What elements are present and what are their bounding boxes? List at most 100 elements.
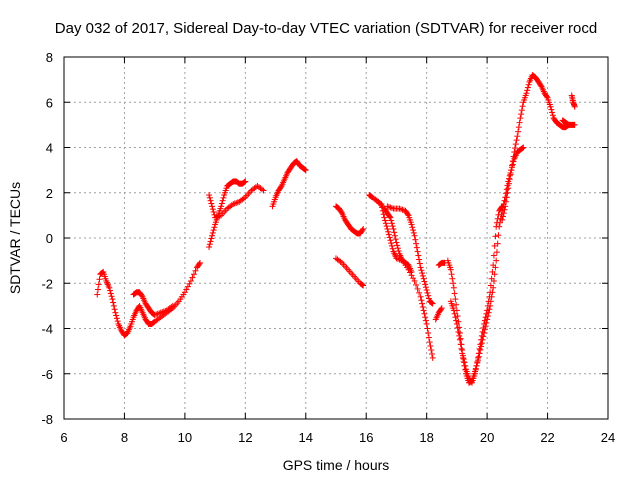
data-point-marker xyxy=(209,229,216,236)
data-point-marker xyxy=(110,299,117,306)
data-point-marker xyxy=(478,343,485,350)
data-point-marker xyxy=(457,341,464,348)
data-point-marker xyxy=(477,346,484,353)
x-tick-label: 6 xyxy=(60,430,67,445)
data-point-marker xyxy=(425,295,432,302)
data-point-marker xyxy=(485,309,492,316)
data-point-marker xyxy=(411,232,418,239)
data-point-marker xyxy=(360,225,367,232)
data-point-marker xyxy=(507,171,514,178)
y-tick-label: 6 xyxy=(46,95,53,110)
data-point-marker xyxy=(107,287,114,294)
data-point-marker xyxy=(499,213,506,220)
data-point-marker xyxy=(388,242,395,249)
data-point-marker xyxy=(448,271,455,278)
data-point-marker xyxy=(438,305,445,312)
data-point-marker xyxy=(503,186,510,193)
data-point-marker xyxy=(494,240,501,247)
data-point-marker xyxy=(506,176,513,183)
data-point-marker xyxy=(209,232,216,239)
data-point-marker xyxy=(382,217,389,224)
data-point-marker xyxy=(207,197,214,204)
data-point-marker xyxy=(106,284,113,291)
data-point-marker xyxy=(387,214,394,221)
data-point-marker xyxy=(457,335,464,342)
data-point-marker xyxy=(506,175,513,182)
data-point-marker xyxy=(109,296,116,303)
data-point-marker xyxy=(410,227,417,234)
data-point-marker xyxy=(218,200,225,207)
data-point-marker xyxy=(518,111,525,118)
data-point-marker xyxy=(428,350,435,357)
data-point-marker xyxy=(475,357,482,364)
data-point-marker xyxy=(571,103,578,110)
data-point-marker xyxy=(422,314,429,321)
data-point-marker xyxy=(359,227,366,234)
data-point-marker xyxy=(189,274,196,281)
data-point-marker xyxy=(409,224,416,231)
data-point-marker xyxy=(510,158,517,165)
data-point-marker xyxy=(208,235,215,242)
data-point-marker xyxy=(519,103,526,110)
data-point-marker xyxy=(386,234,393,241)
x-tick-label: 18 xyxy=(419,430,433,445)
data-point-marker xyxy=(489,289,496,296)
data-point-marker xyxy=(453,301,460,308)
data-point-marker xyxy=(388,217,395,224)
data-point-marker xyxy=(513,137,520,144)
data-point-marker xyxy=(413,281,420,288)
data-point-marker xyxy=(380,211,387,218)
data-point-marker xyxy=(428,346,435,353)
data-point-marker xyxy=(382,220,389,227)
data-point-marker xyxy=(493,257,500,264)
data-point-marker xyxy=(190,271,197,278)
data-point-marker xyxy=(450,284,457,291)
data-point-marker xyxy=(381,214,388,221)
data-point-marker xyxy=(184,283,191,290)
data-point-marker xyxy=(183,286,190,293)
x-axis-label: GPS time / hours xyxy=(283,457,390,473)
data-point-marker xyxy=(384,225,391,232)
data-point-marker xyxy=(479,336,486,343)
data-point-marker xyxy=(209,203,216,210)
data-point-marker xyxy=(392,236,399,243)
data-point-marker xyxy=(210,227,217,234)
data-point-marker xyxy=(476,350,483,357)
chart-title: Day 032 of 2017, Sidereal Day-to-day VTE… xyxy=(55,20,597,37)
data-point-marker xyxy=(503,194,510,201)
data-point-marker xyxy=(450,280,457,287)
data-point-marker xyxy=(114,318,121,325)
y-tick-label: 8 xyxy=(46,50,53,65)
x-tick-label: 8 xyxy=(121,430,128,445)
data-point-marker xyxy=(495,232,502,239)
data-point-marker xyxy=(417,293,424,300)
data-point-marker xyxy=(423,320,430,327)
data-point-marker xyxy=(112,309,119,316)
data-point-marker xyxy=(360,282,367,289)
data-point-marker xyxy=(549,112,556,119)
data-point-marker xyxy=(413,240,420,247)
x-tick-label: 14 xyxy=(299,430,313,445)
data-point-marker xyxy=(547,103,554,110)
data-point-marker xyxy=(220,194,227,201)
data-point-marker xyxy=(472,365,479,372)
data-point-marker xyxy=(472,368,479,375)
grid xyxy=(64,57,608,419)
data-point-marker xyxy=(425,330,432,337)
data-point-marker xyxy=(499,216,506,223)
data-point-marker xyxy=(410,275,417,282)
data-point-marker xyxy=(94,291,101,298)
data-point-marker xyxy=(359,281,366,288)
data-point-marker xyxy=(206,192,213,199)
data-point-marker xyxy=(428,300,435,307)
data-point-marker xyxy=(416,256,423,263)
data-point-marker xyxy=(492,264,499,271)
data-point-marker xyxy=(419,304,426,311)
x-tick-label: 10 xyxy=(178,430,192,445)
data-point-marker xyxy=(524,87,531,94)
data-point-marker xyxy=(429,354,436,361)
data-point-marker xyxy=(425,334,432,341)
data-point-marker xyxy=(548,106,555,113)
